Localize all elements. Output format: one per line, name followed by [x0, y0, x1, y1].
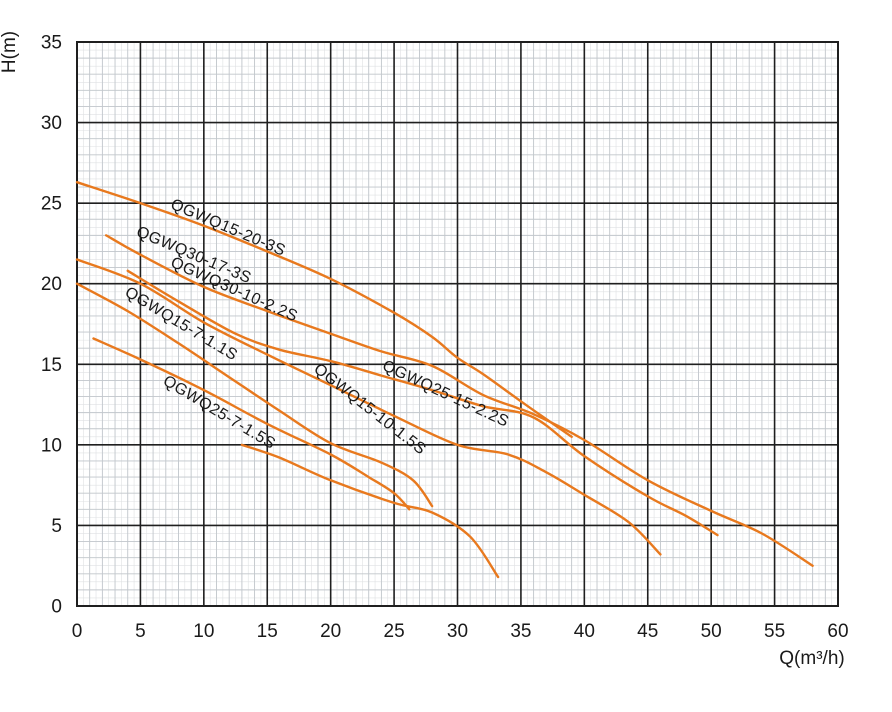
y-tick-label-10: 10 [41, 435, 62, 456]
x-axis-title: Q(m³/h) [779, 648, 844, 669]
pump-curve-QGWQ30-10-2.2S [75, 258, 662, 556]
x-tick-label-35: 35 [510, 621, 531, 642]
x-tick-label-50: 50 [701, 621, 722, 642]
x-tick-label-0: 0 [72, 621, 83, 642]
x-tick-label-25: 25 [384, 621, 405, 642]
y-tick-label-20: 20 [41, 274, 62, 295]
x-axis-tick-labels: 0 5 10 15 20 25 30 35 40 45 50 55 60 [72, 621, 849, 642]
plot-border [76, 41, 839, 607]
x-tick-label-20: 20 [320, 621, 341, 642]
x-tick-label-60: 60 [827, 621, 848, 642]
y-axis-title: H(m) [0, 31, 20, 73]
pump-curve-QGWQ15-20-3S [75, 180, 573, 438]
y-axis-tick-labels: 0 5 10 15 20 25 30 35 [41, 33, 62, 618]
pump-curves [75, 180, 814, 579]
x-tick-label-10: 10 [193, 621, 214, 642]
x-tick-label-40: 40 [574, 621, 595, 642]
y-tick-label-25: 25 [41, 194, 62, 215]
x-tick-label-5: 5 [135, 621, 146, 642]
x-tick-label-45: 45 [637, 621, 658, 642]
y-tick-label-0: 0 [51, 597, 62, 618]
x-tick-label-55: 55 [764, 621, 785, 642]
x-tick-label-30: 30 [447, 621, 468, 642]
pump-curve-QGWQ15-7-1.1S [75, 282, 434, 508]
y-tick-label-5: 5 [51, 516, 62, 537]
pump-curve-QGWQ25-7-1.5S [240, 443, 500, 579]
pump-curve-QGWQ30-17-3S [104, 234, 814, 567]
y-tick-label-30: 30 [41, 113, 62, 134]
pump-curve-QGWQ15-10-1.5S [92, 337, 411, 511]
y-tick-label-35: 35 [41, 33, 62, 54]
x-tick-label-15: 15 [257, 621, 278, 642]
y-tick-label-15: 15 [41, 355, 62, 376]
pump-curve-QGWQ25-15-2.2S [126, 269, 719, 537]
